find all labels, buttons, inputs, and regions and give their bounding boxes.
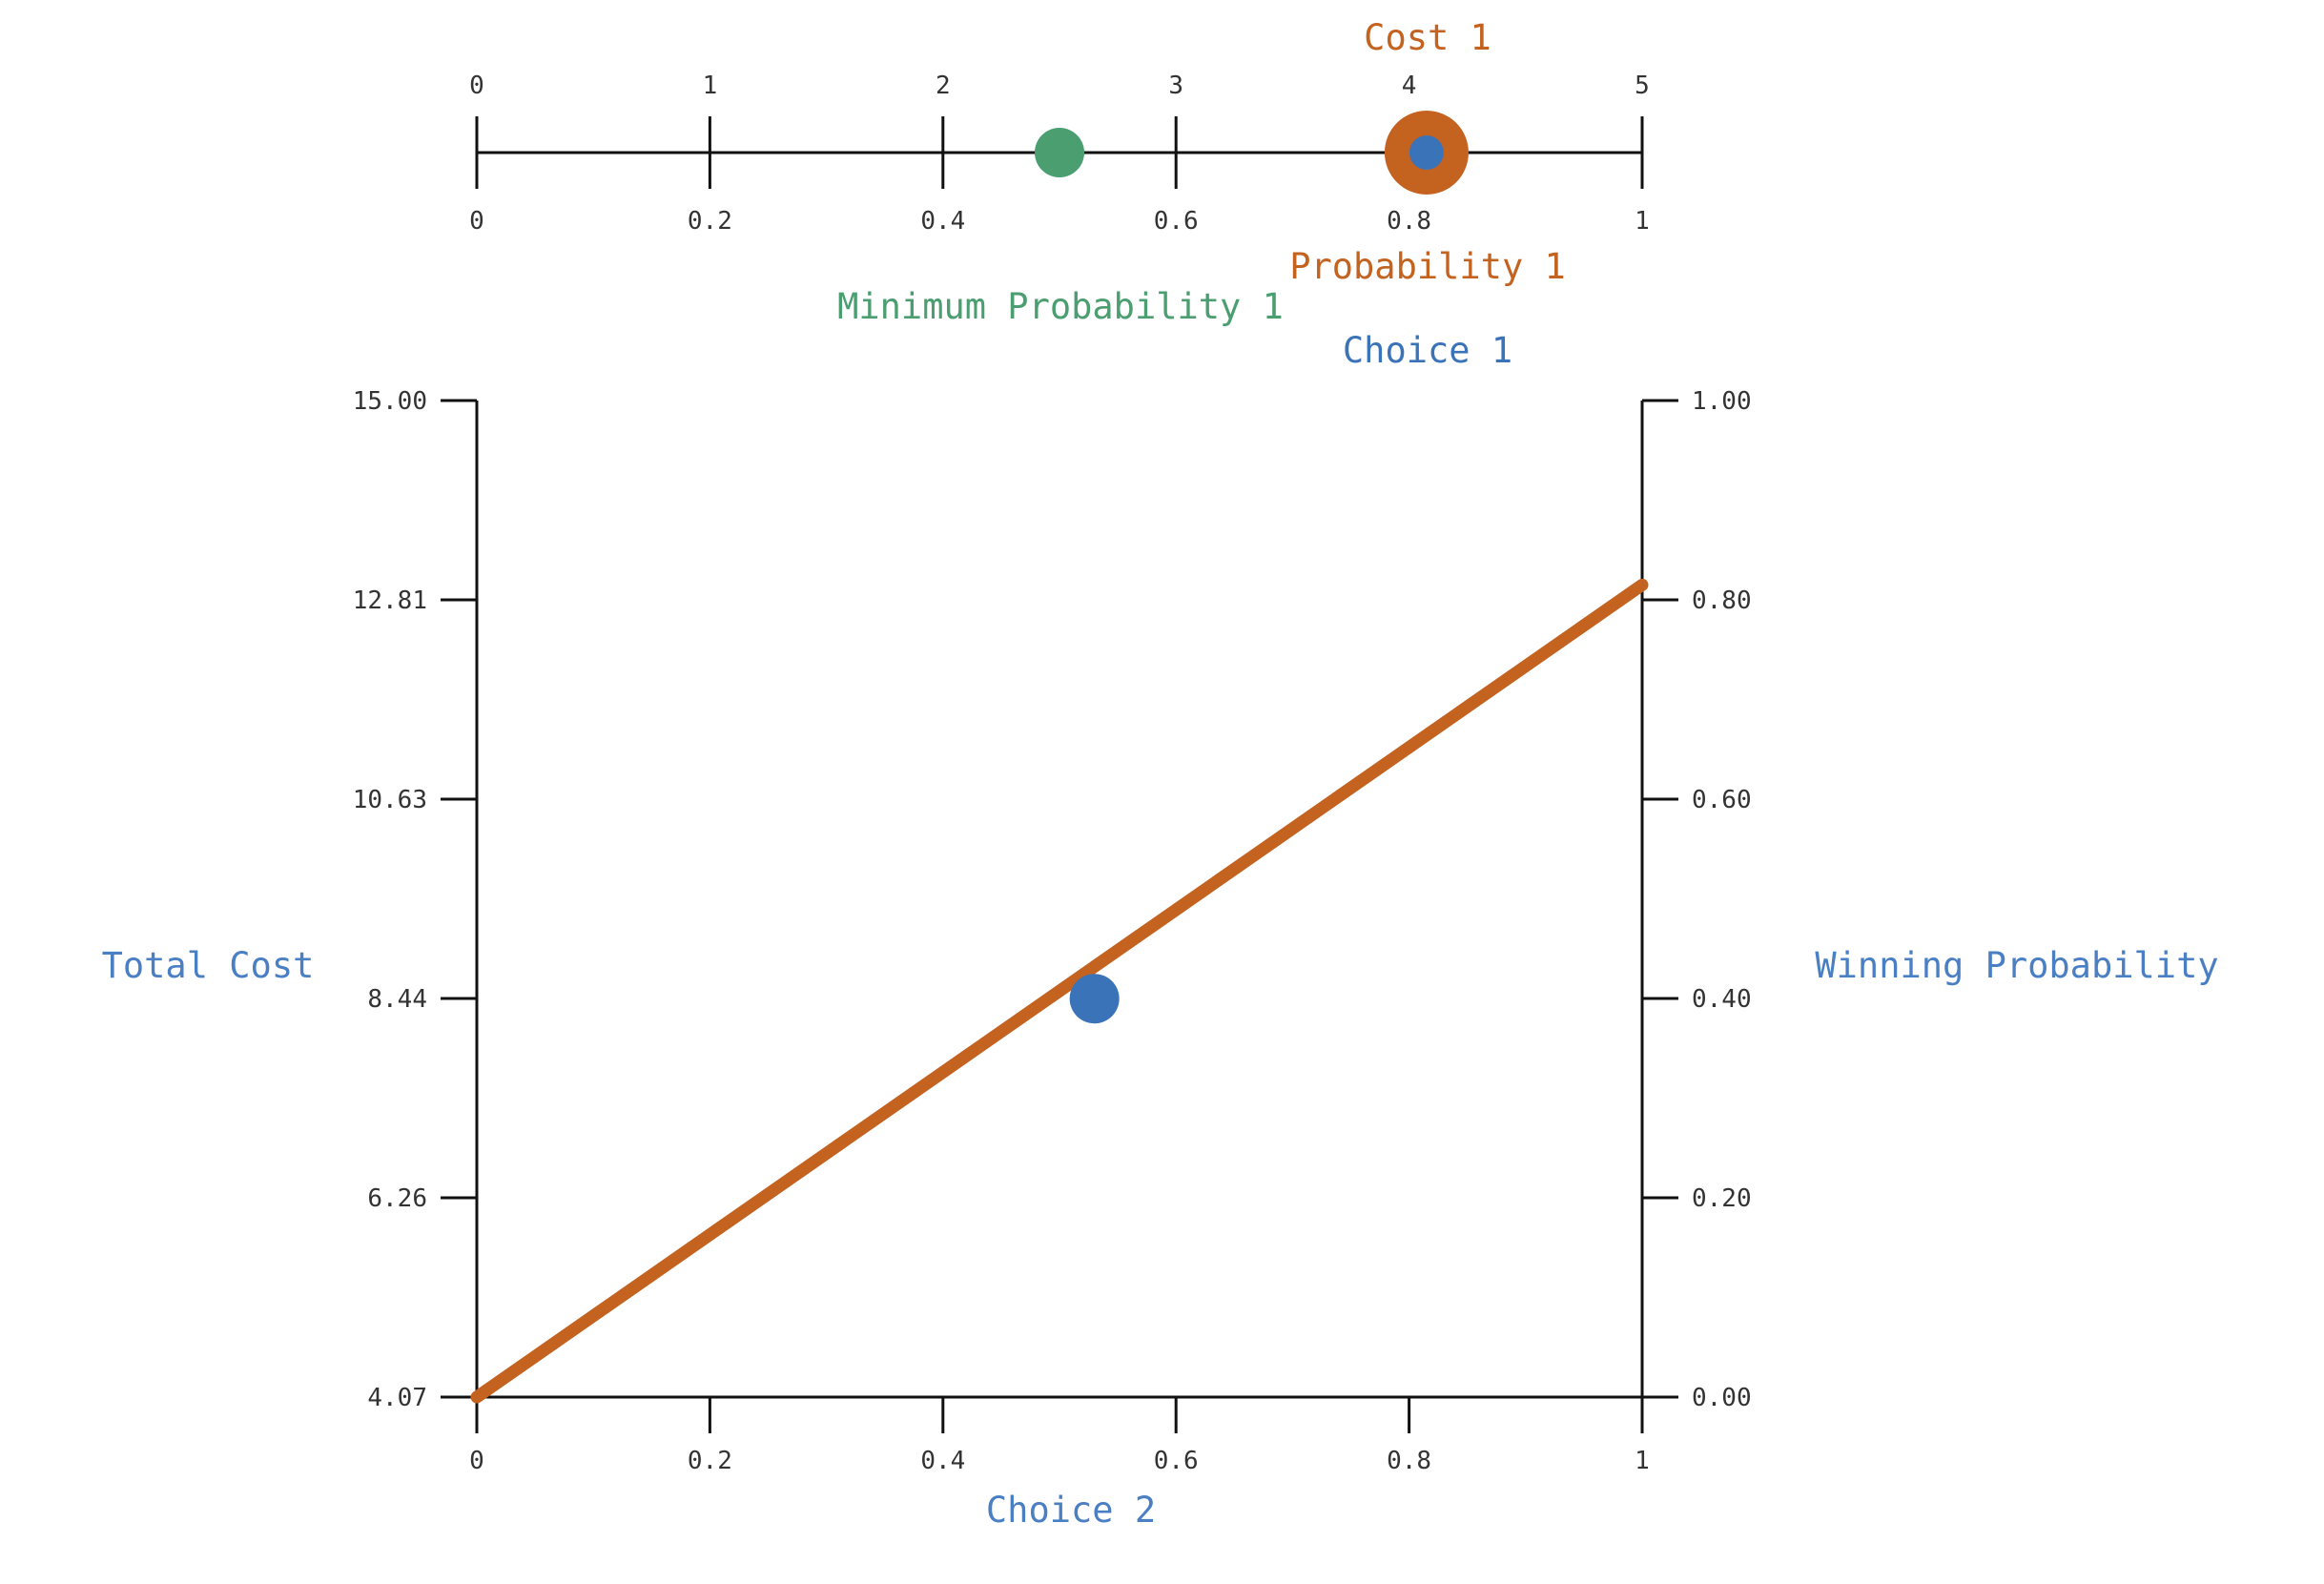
choice-1-marker[interactable] bbox=[1409, 135, 1444, 170]
y-tick-label: 10.63 bbox=[353, 786, 427, 814]
y-tick-label: 6.26 bbox=[367, 1184, 427, 1213]
top-chart-bottom-tick-label: 0.8 bbox=[1387, 207, 1431, 236]
top-chart-bottom-tick-label: 0 bbox=[469, 207, 484, 236]
x-axis-title: Choice 2 bbox=[986, 1490, 1156, 1531]
y2-tick-label: 1.00 bbox=[1692, 387, 1752, 416]
main-line-chart: 0 0.2 0.4 0.6 0.8 1 4.07 6.26 8.44 10.63 12.81 15.… bbox=[102, 387, 2219, 1531]
top-tick-label: 3 bbox=[1168, 72, 1183, 100]
y2-tick-label: 0.80 bbox=[1692, 586, 1752, 615]
probability-1-label: Probability 1 bbox=[1289, 246, 1566, 287]
choice-1-label: Choice 1 bbox=[1343, 330, 1512, 371]
minimum-probability-1-label: Minimum Probability 1 bbox=[837, 286, 1284, 327]
top-tick-label: 1 bbox=[703, 72, 718, 100]
x-axis-ticks: 0 0.2 0.4 0.6 0.8 1 bbox=[469, 1397, 1650, 1475]
y-tick-label: 4.07 bbox=[367, 1384, 427, 1412]
top-tick-label: 0 bbox=[469, 72, 484, 100]
cost-1-label: Cost 1 bbox=[1364, 17, 1491, 58]
top-chart-bottom-tick-label: 0.6 bbox=[1154, 207, 1199, 236]
top-chart-bottom-tick-labels: 0 0.2 0.4 0.6 0.8 1 bbox=[469, 207, 1650, 236]
x-tick-label: 0.8 bbox=[1387, 1447, 1431, 1475]
top-tick-label: 4 bbox=[1402, 72, 1417, 100]
y2-tick-label: 0.00 bbox=[1692, 1384, 1752, 1412]
top-chart-bottom-tick-label: 0.4 bbox=[920, 207, 965, 236]
top-number-line: 0 1 2 3 4 5 0 0.2 0.4 0.6 0.8 1 Cost 1 Probability… bbox=[469, 17, 1650, 371]
y-tick-label: 15.00 bbox=[353, 387, 427, 416]
x-tick-label: 0.2 bbox=[688, 1447, 732, 1475]
y-tick-label: 8.44 bbox=[367, 985, 427, 1014]
top-chart-bottom-tick-label: 1 bbox=[1635, 207, 1650, 236]
winning-probability-line bbox=[470, 578, 1649, 1404]
left-y-axis-title: Total Cost bbox=[102, 945, 315, 986]
x-tick-label: 0.4 bbox=[920, 1447, 965, 1475]
top-tick-label: 5 bbox=[1635, 72, 1650, 100]
choice-2-point[interactable] bbox=[1069, 974, 1120, 1024]
x-tick-label: 0 bbox=[469, 1447, 484, 1475]
left-y-axis-ticks: 4.07 6.26 8.44 10.63 12.81 15.00 bbox=[353, 387, 477, 1412]
y2-tick-label: 0.20 bbox=[1692, 1184, 1752, 1213]
top-chart-bottom-tick-label: 0.2 bbox=[688, 207, 732, 236]
y-tick-label: 12.81 bbox=[353, 586, 427, 615]
x-tick-label: 0.6 bbox=[1154, 1447, 1199, 1475]
minimum-probability-marker[interactable] bbox=[1035, 128, 1084, 177]
top-tick-label: 2 bbox=[936, 72, 951, 100]
top-tick-labels: 0 1 2 3 4 5 bbox=[469, 72, 1650, 100]
y2-tick-label: 0.40 bbox=[1692, 985, 1752, 1014]
right-y-axis-ticks: 0.00 0.20 0.40 0.60 0.80 1.00 bbox=[1642, 387, 1752, 1412]
x-tick-label: 1 bbox=[1635, 1447, 1650, 1475]
right-y-axis-title: Winning Probability bbox=[1815, 945, 2218, 986]
y2-tick-label: 0.60 bbox=[1692, 786, 1752, 814]
